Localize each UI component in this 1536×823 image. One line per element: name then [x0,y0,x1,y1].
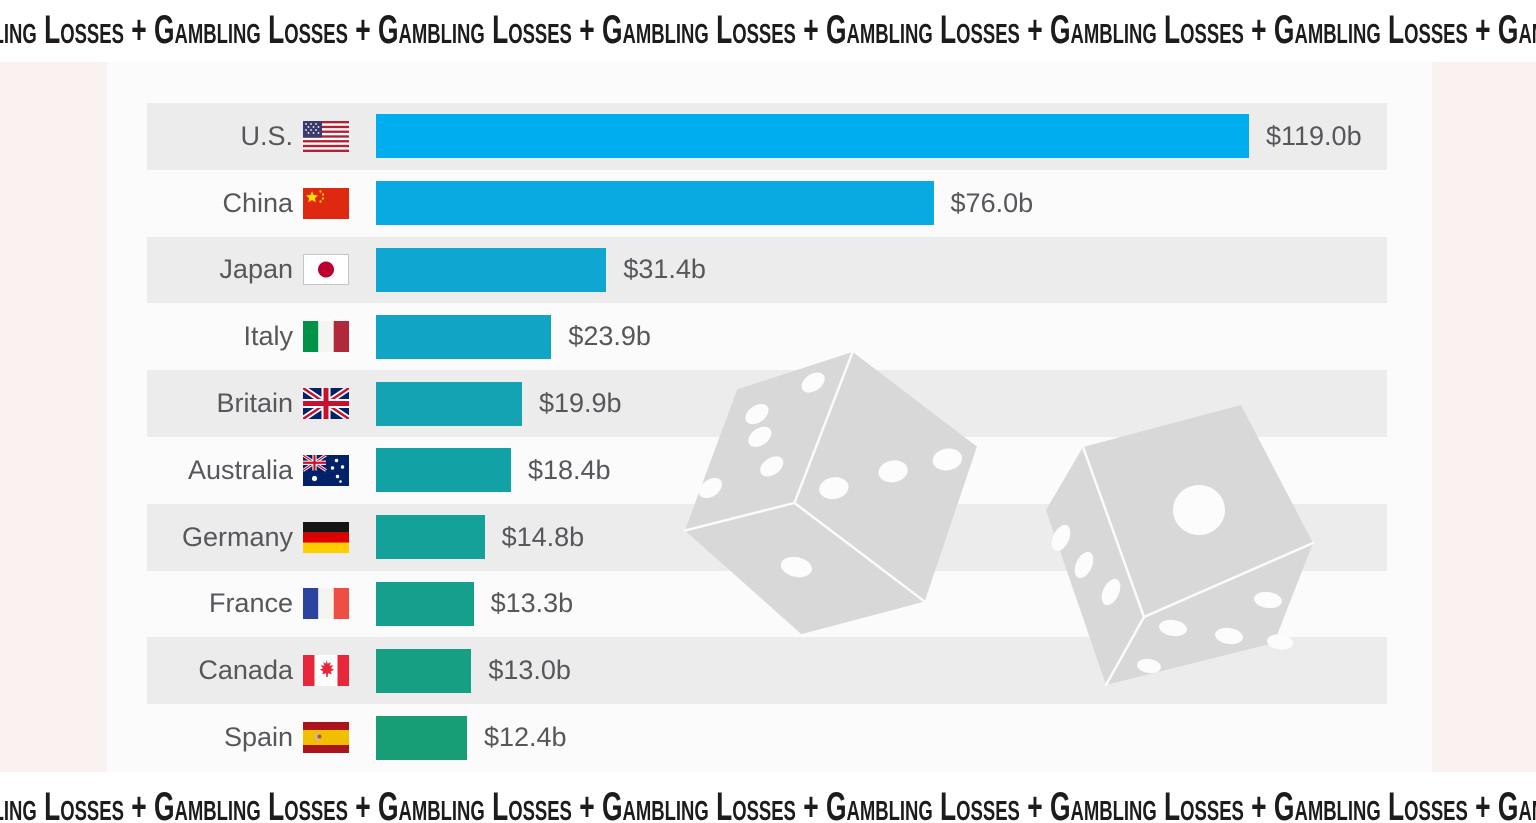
value-label: $119.0b [1266,120,1362,151]
left-die-graphic [683,350,977,635]
value-bar [376,247,607,292]
us-flag-icon [303,120,349,152]
country-label: Italy [243,321,293,352]
chart-row: Spain $12.4b [147,704,1387,771]
value-label: $13.3b [490,588,574,619]
value-bar [376,114,1249,159]
top-banner-text: Gambling Losses + Gambling Losses + Gamb… [0,8,1536,52]
italy-flag-icon [303,321,349,353]
value-label: $12.4b [483,722,567,753]
canada-flag-icon [303,655,349,687]
france-flag-icon [303,588,349,620]
germany-flag-icon [303,521,349,553]
country-label: China [222,187,293,218]
value-label: $23.9b [568,321,651,352]
bottom-banner: Gambling Losses + Gambling Losses + Gamb… [0,772,1536,823]
country-label: Australia [187,454,293,485]
top-banner: Gambling Losses + Gambling Losses + Gamb… [0,0,1536,62]
value-label: $19.9b [538,388,622,419]
value-label: $76.0b [950,187,1034,218]
value-bar [376,648,472,693]
chart-row: China $76.0b [147,170,1387,237]
value-bar [376,448,511,493]
value-label: $13.0b [488,655,571,686]
country-label: U.S. [240,120,293,151]
chart-row: U.S. $119.0b [147,103,1387,170]
value-bar [376,181,934,226]
britain-flag-icon [303,388,349,420]
value-label: $18.4b [527,454,611,485]
chart-row: Italy $23.9b [147,303,1387,370]
chart-area: U.S. $119.0b China $76.0b Japan $31.4b Italy $2… [0,62,1536,772]
value-bar [376,715,467,760]
value-label: $14.8b [501,521,585,552]
country-label: Germany [181,521,293,552]
bottom-banner-text: Gambling Losses + Gambling Losses + Gamb… [0,785,1536,823]
right-die-graphic [1046,405,1315,687]
country-label: Britain [216,388,293,419]
australia-flag-icon [303,454,349,486]
country-label: Canada [198,655,293,686]
japan-flag-icon [303,254,349,286]
chart-row: Japan $31.4b [147,236,1387,304]
chart-row: France $13.3b [147,571,1387,638]
country-label: Japan [219,254,293,285]
chart-row: Australia $18.4b [147,437,1387,504]
spain-flag-icon [303,722,349,754]
country-label: France [208,588,293,619]
value-bar [376,314,552,359]
value-label: $31.4b [623,254,706,285]
country-label: Spain [223,722,293,753]
china-flag-icon [303,187,349,219]
value-bar [376,381,522,426]
value-bar [376,581,474,626]
value-bar [376,515,485,560]
